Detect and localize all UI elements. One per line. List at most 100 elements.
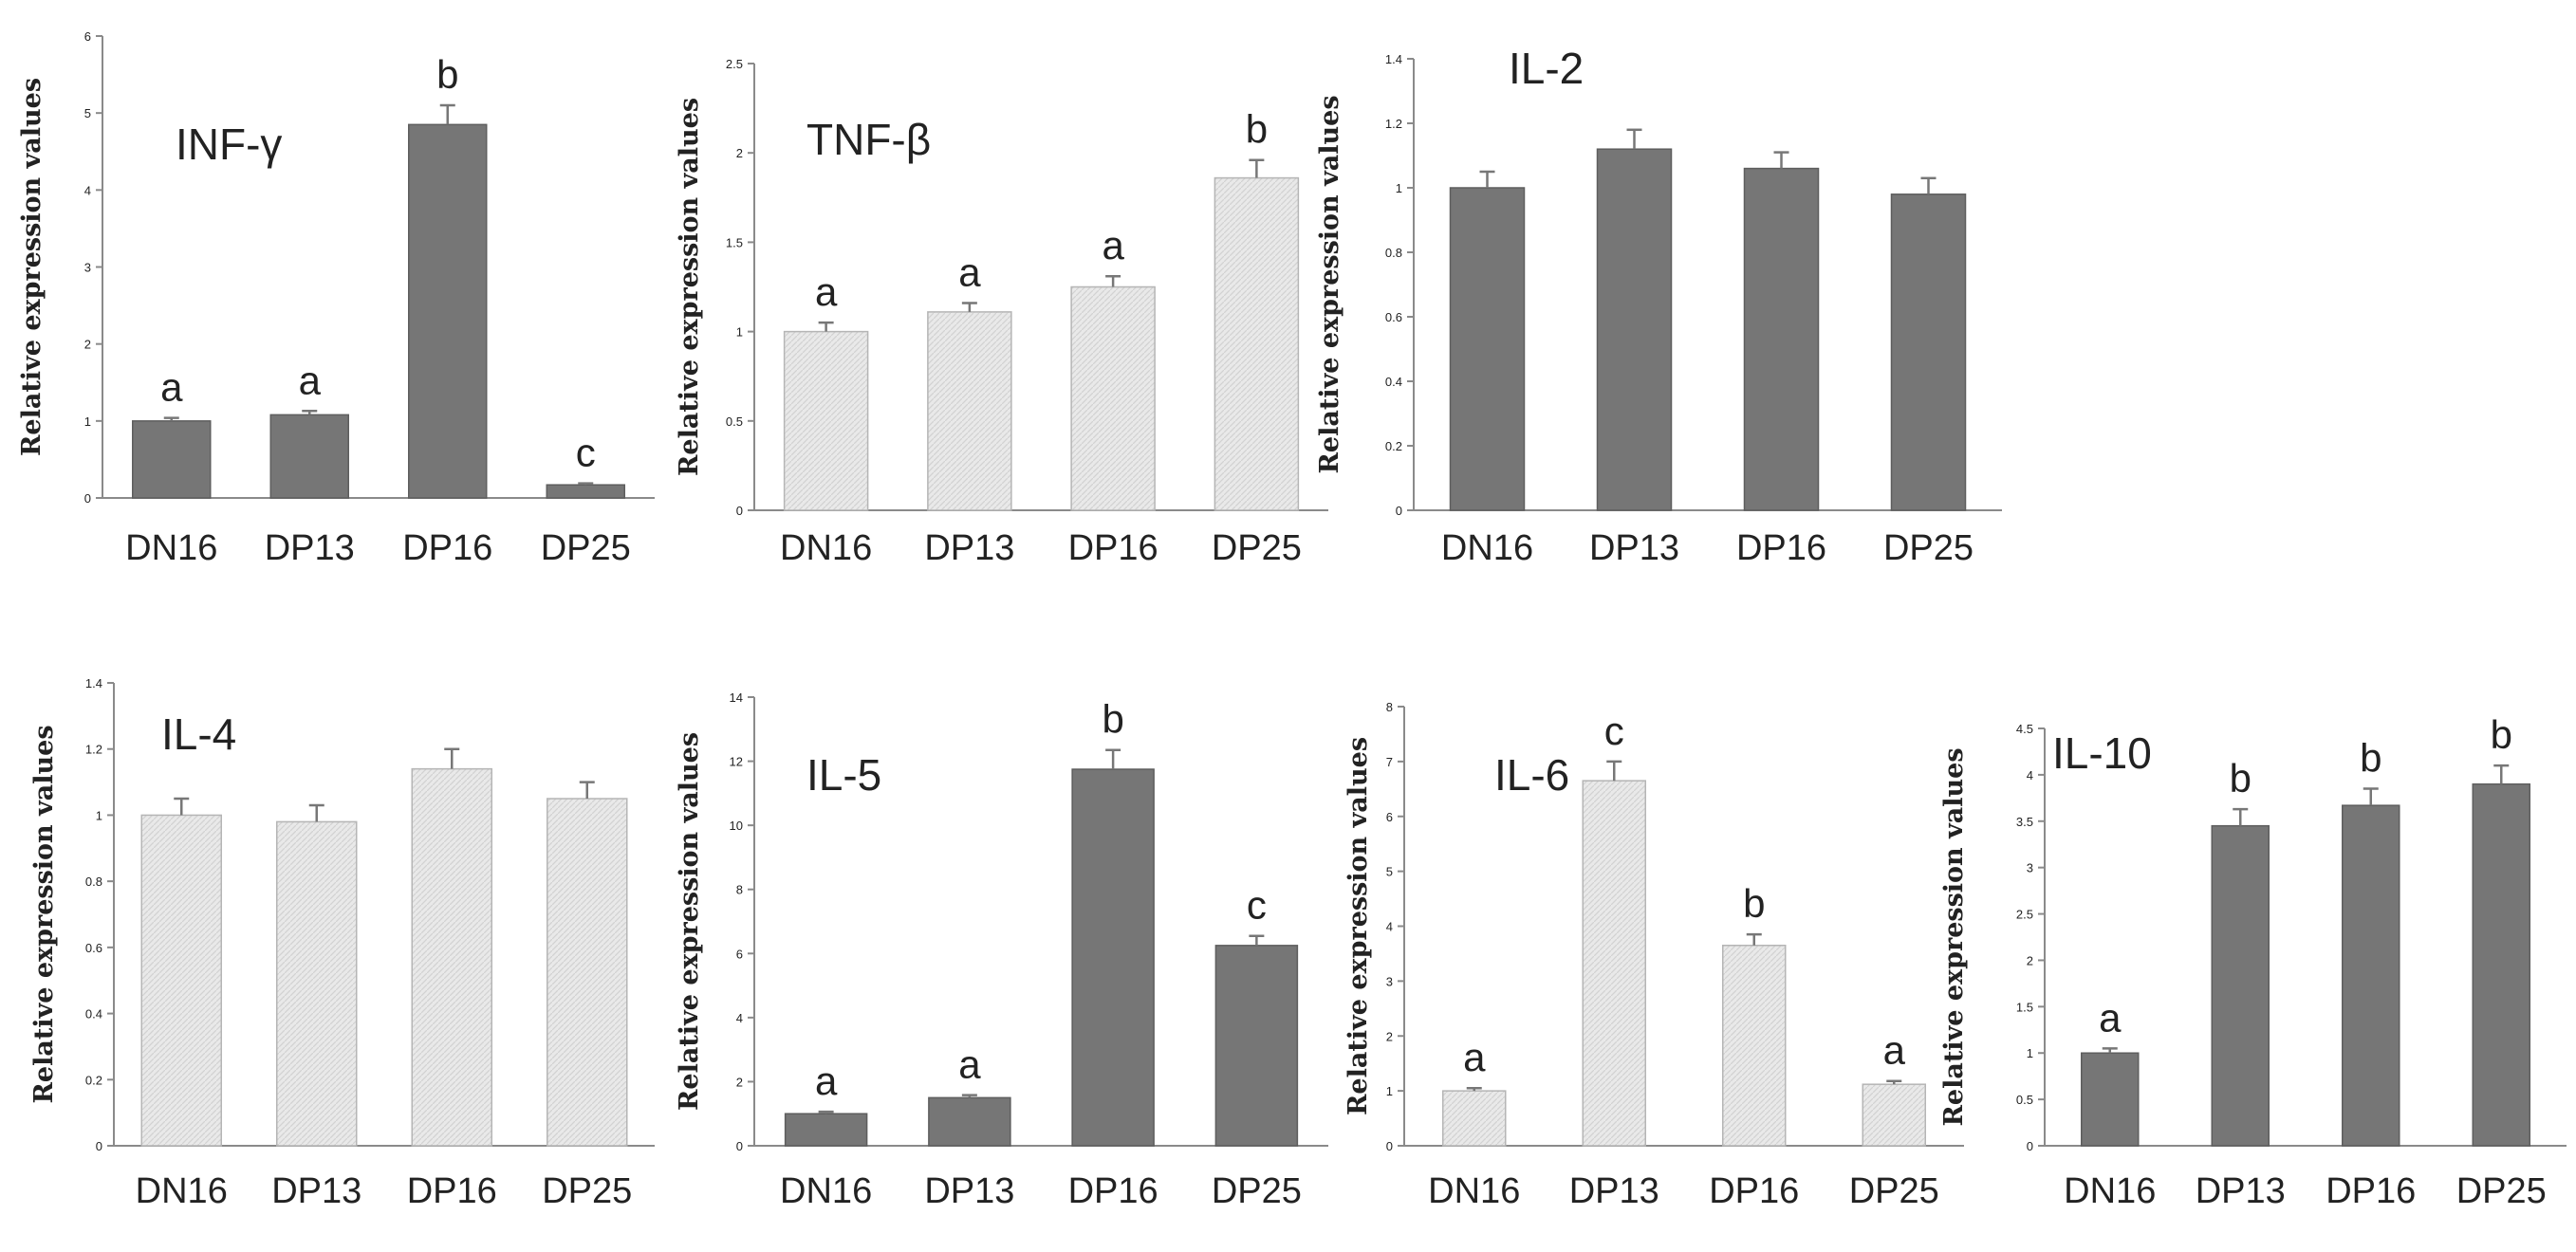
y-tick-label: 1.4 (85, 676, 102, 690)
significance-letter: b (1102, 697, 1123, 742)
y-tick-label: 0.5 (726, 414, 743, 429)
bar-dn16 (783, 330, 869, 511)
chart-il4: 0 0.2 0.4 0.6 0.8 1 1.2 1.4 Relative expression … (29, 676, 655, 1211)
bar-dp13 (2211, 824, 2270, 1147)
significance-letter: b (2491, 712, 2512, 757)
bar-dp16 (411, 767, 492, 1147)
bar-dp16 (1722, 945, 1787, 1147)
y-axis-label: Relative expression values (29, 725, 59, 1103)
x-category-label: DP25 (1849, 1171, 1939, 1211)
significance-letter: b (1743, 881, 1765, 926)
y-tick-label: 0.8 (85, 875, 102, 889)
significance-letter: a (299, 358, 322, 402)
y-tick-label: 0 (2027, 1139, 2033, 1153)
y-tick-label: 4 (2027, 768, 2033, 782)
y-tick-label: 6 (736, 947, 743, 961)
x-category-label: DN16 (136, 1171, 228, 1211)
y-tick-label: 4 (736, 1011, 743, 1025)
bar-dn16 (1449, 187, 1526, 511)
y-tick-label: 0.6 (85, 941, 102, 955)
bar-dp25 (546, 484, 625, 499)
y-axis-label: Relative expression values (1939, 747, 1969, 1126)
y-axis-label: Relative expression values (1344, 737, 1373, 1115)
chart-il10: 0 0.5 1 1.5 2 2.5 3 3.5 4 4.5 Relative expression … (1939, 712, 2567, 1211)
bar-dp16 (1070, 285, 1156, 511)
chart-inf: 0 1 2 3 4 5 6 Relative expression values INF-γ a D… (17, 29, 655, 568)
y-tick-label: 5 (1386, 865, 1393, 879)
bar-dp13 (269, 414, 349, 499)
bar-dp13 (1596, 148, 1673, 511)
y-tick-label: 0.8 (1385, 246, 1402, 260)
x-category-label: DP13 (2196, 1171, 2286, 1211)
y-tick-label: 8 (736, 883, 743, 897)
y-tick-label: 1.5 (726, 235, 743, 249)
y-tick-label: 4 (84, 183, 91, 197)
y-axis-label: Relative expression values (675, 98, 704, 476)
y-tick-label: 2 (2027, 953, 2033, 967)
y-tick-label: 3 (84, 261, 91, 275)
y-tick-label: 12 (730, 755, 743, 769)
chart-title: IL-2 (1509, 44, 1584, 93)
significance-letter: b (2360, 736, 2381, 781)
chart-il6: 0 1 2 3 4 5 6 7 8 Relative expression values IL-6 a… (1344, 700, 1964, 1211)
y-tick-label: 3 (1386, 974, 1393, 988)
y-tick-label: 1 (2027, 1046, 2033, 1060)
y-tick-label: 0.5 (2016, 1093, 2033, 1107)
y-tick-label: 1.5 (2016, 1000, 2033, 1014)
bar-dp25 (1214, 945, 1299, 1147)
y-tick-label: 2.5 (726, 57, 743, 71)
bar-dp16 (1071, 768, 1155, 1147)
significance-letter: a (958, 249, 981, 294)
x-category-label: DP13 (1589, 528, 1679, 568)
bar-dp25 (2472, 782, 2530, 1147)
y-tick-label: 5 (84, 106, 91, 120)
bar-dp25 (1862, 1083, 1926, 1147)
y-tick-label: 0 (96, 1139, 102, 1153)
y-tick-label: 3 (2027, 861, 2033, 875)
y-tick-label: 4 (1386, 920, 1393, 934)
y-tick-label: 14 (730, 690, 743, 705)
significance-letter: a (958, 1042, 981, 1087)
y-tick-label: 6 (84, 29, 91, 44)
chart-title: IL-4 (161, 709, 236, 759)
y-tick-label: 0 (84, 491, 91, 506)
y-tick-label: 0 (1396, 504, 1402, 518)
bar-dn16 (132, 420, 212, 499)
y-tick-label: 1 (1396, 181, 1402, 195)
bar-dn16 (140, 814, 222, 1147)
y-tick-label: 1 (1386, 1084, 1393, 1098)
y-tick-label: 2.5 (2016, 908, 2033, 922)
bar-dp16 (408, 123, 488, 499)
y-axis-label: Relative expression values (675, 732, 704, 1111)
x-category-label: DN16 (1428, 1171, 1520, 1211)
significance-letter: b (1246, 107, 1268, 152)
chart-title: IL-10 (2052, 728, 2152, 778)
bar-dp16 (2342, 804, 2400, 1147)
significance-letter: a (2099, 995, 2122, 1040)
bar-dp25 (1890, 193, 1967, 511)
y-tick-label: 2 (736, 146, 743, 160)
y-tick-label: 0 (1386, 1139, 1393, 1153)
y-tick-label: 0.6 (1385, 310, 1402, 324)
y-tick-label: 1.4 (1385, 52, 1402, 66)
y-tick-label: 0 (736, 504, 743, 518)
bar-dp13 (927, 311, 1012, 511)
chart-il2: 0 0.2 0.4 0.6 0.8 1 1.2 1.4 Relative expression … (1315, 44, 2002, 568)
y-tick-label: 1.2 (85, 743, 102, 757)
y-tick-label: 0.2 (1385, 439, 1402, 453)
significance-letter: a (1883, 1028, 1906, 1073)
y-tick-label: 8 (1386, 700, 1393, 714)
x-category-label: DP25 (1883, 528, 1974, 568)
y-axis-label: Relative expression values (17, 78, 46, 456)
significance-letter: c (1604, 709, 1624, 753)
y-tick-label: 0 (736, 1139, 743, 1153)
x-category-label: DP16 (1709, 1171, 1799, 1211)
bar-dp13 (1582, 780, 1646, 1147)
significance-letter: a (815, 269, 838, 314)
y-tick-label: 6 (1386, 810, 1393, 824)
x-category-label: DP13 (924, 528, 1014, 568)
y-tick-label: 0.2 (85, 1073, 102, 1087)
x-category-label: DP25 (1212, 528, 1302, 568)
x-category-label: DP25 (542, 1171, 632, 1211)
y-tick-label: 0.4 (1385, 375, 1402, 389)
